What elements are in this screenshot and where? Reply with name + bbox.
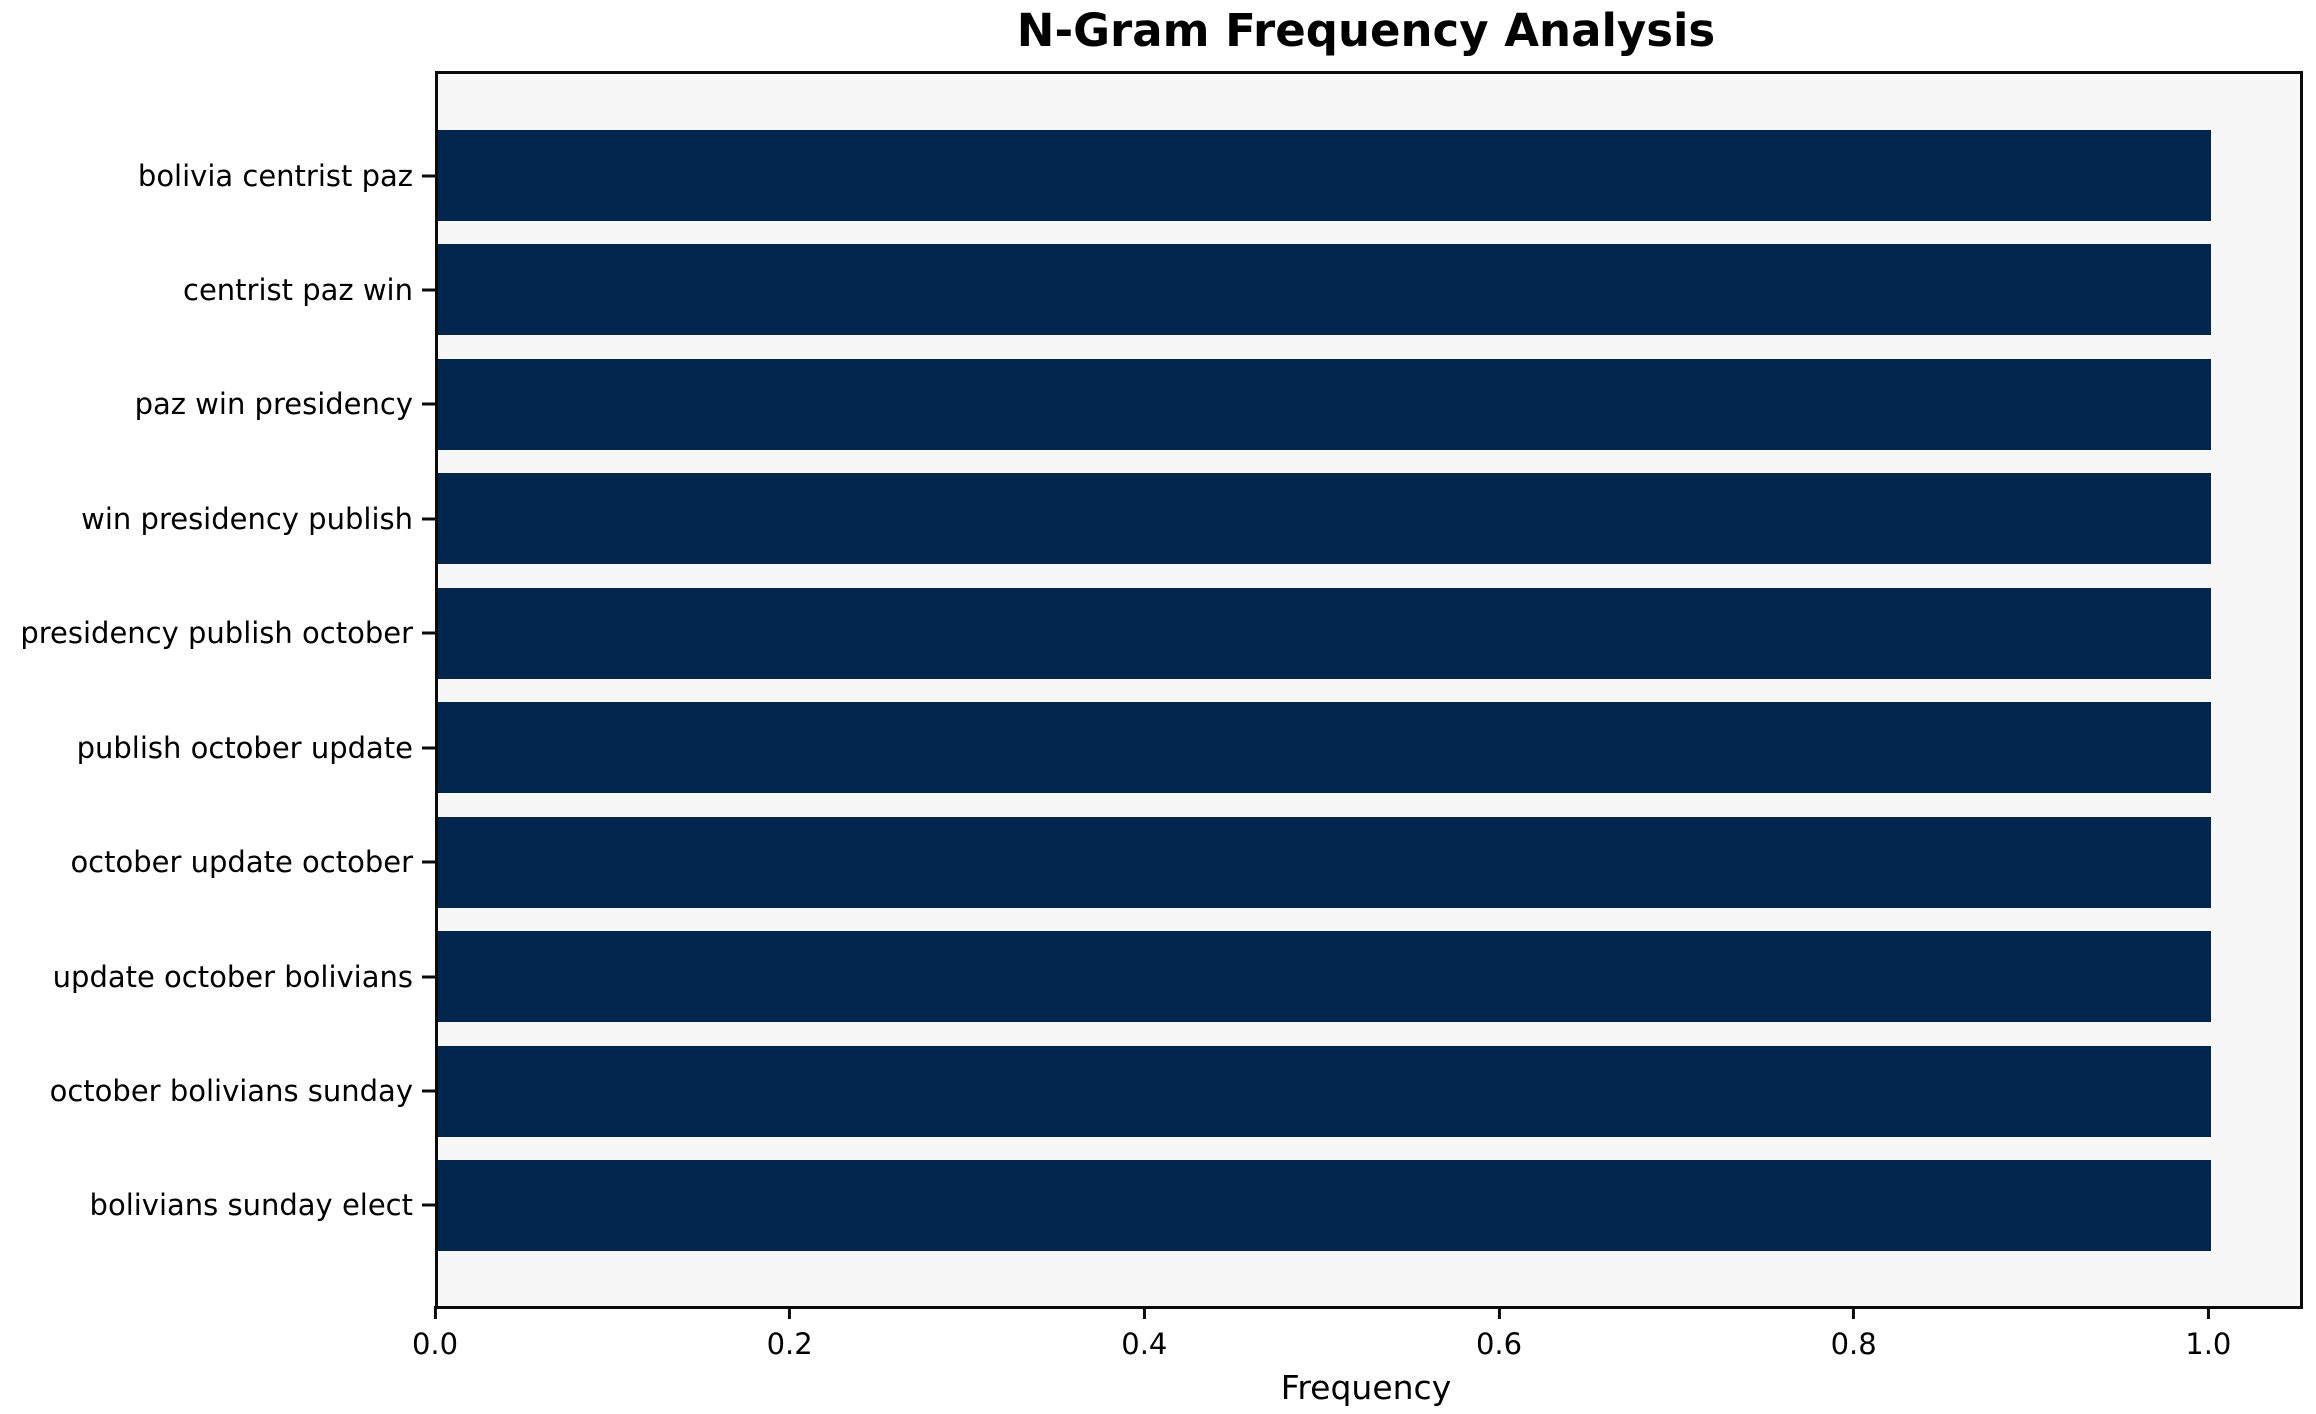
y-tick-label: paz win presidency xyxy=(134,387,413,422)
y-tick-label: october update october xyxy=(70,845,413,880)
bar xyxy=(438,816,2212,908)
bar xyxy=(438,702,2212,794)
y-tick-mark xyxy=(422,975,435,979)
bar xyxy=(438,587,2212,679)
bar xyxy=(438,1045,2212,1137)
bar-rows: bolivia centrist paz centrist paz win pa… xyxy=(20,74,2300,1306)
bar xyxy=(438,931,2212,1023)
y-tick-mark xyxy=(422,746,435,750)
y-tick-label: update october bolivians xyxy=(52,959,413,994)
x-tick-mark xyxy=(1852,1306,1856,1319)
bar-row: paz win presidency xyxy=(135,358,2300,450)
bar xyxy=(438,358,2212,450)
y-tick-mark xyxy=(422,860,435,864)
x-tick-mark xyxy=(1497,1306,1501,1319)
bar-row: update october bolivians xyxy=(53,931,2300,1023)
x-tick-mark xyxy=(433,1306,437,1319)
plot-area: bolivia centrist paz centrist paz win pa… xyxy=(20,71,2303,1309)
x-tick-mark xyxy=(1142,1306,1146,1319)
x-tick-label: 0.2 xyxy=(766,1327,813,1361)
x-tick-mark xyxy=(788,1306,792,1319)
y-tick-mark xyxy=(422,517,435,521)
x-tick: 1.0 xyxy=(2185,1306,2231,1361)
y-tick-label: bolivia centrist paz xyxy=(137,158,413,193)
y-tick-mark xyxy=(422,631,435,635)
bar-row: bolivians sunday elect xyxy=(90,1159,2300,1251)
y-tick-label: october bolivians sunday xyxy=(49,1074,413,1108)
bar-row: publish october update xyxy=(77,702,2300,794)
bar-row: win presidency publish xyxy=(81,473,2300,565)
x-axis-label: Frequency xyxy=(1280,1368,1452,1407)
y-tick-label: win presidency publish xyxy=(81,501,413,536)
y-tick-mark xyxy=(422,402,435,406)
x-tick: 0.4 xyxy=(1121,1306,1167,1361)
bar-row: centrist paz win xyxy=(183,244,2300,336)
y-tick-label: publish october update xyxy=(76,730,413,765)
x-tick-label: 0.4 xyxy=(1121,1327,1168,1361)
x-tick: 0.2 xyxy=(767,1306,813,1361)
x-tick-label: 0.8 xyxy=(1830,1327,1877,1361)
bar-row: october bolivians sunday xyxy=(50,1045,2300,1137)
y-tick-mark xyxy=(422,1203,435,1207)
bar xyxy=(438,1159,2212,1251)
chart-title: N-Gram Frequency Analysis xyxy=(1016,4,1716,57)
x-axis: 0.0 0.2 0.4 0.6 0.8 1.0 Frequency xyxy=(412,1306,2297,1414)
y-tick-label: presidency publish october xyxy=(20,616,413,651)
y-tick-label: bolivians sunday elect xyxy=(89,1188,413,1223)
y-tick-mark xyxy=(422,174,435,177)
bar xyxy=(438,473,2212,565)
x-tick: 0.8 xyxy=(1831,1306,1877,1361)
y-tick-mark xyxy=(422,1089,435,1093)
x-tick: 0.0 xyxy=(412,1306,458,1361)
bar xyxy=(438,130,2212,221)
x-tick-label: 1.0 xyxy=(2185,1327,2232,1361)
bar-row: presidency publish october xyxy=(20,587,2300,679)
x-tick-label: 0.0 xyxy=(411,1327,459,1361)
bar xyxy=(438,244,2212,336)
x-tick: 0.6 xyxy=(1476,1306,1522,1361)
x-tick-mark xyxy=(2206,1306,2210,1319)
bar-row: october update october xyxy=(70,816,2300,908)
bar-row: bolivia centrist paz xyxy=(138,130,2300,221)
y-tick-label: centrist paz win xyxy=(183,272,413,307)
x-tick-label: 0.6 xyxy=(1475,1327,1523,1361)
y-tick-mark xyxy=(422,288,435,292)
